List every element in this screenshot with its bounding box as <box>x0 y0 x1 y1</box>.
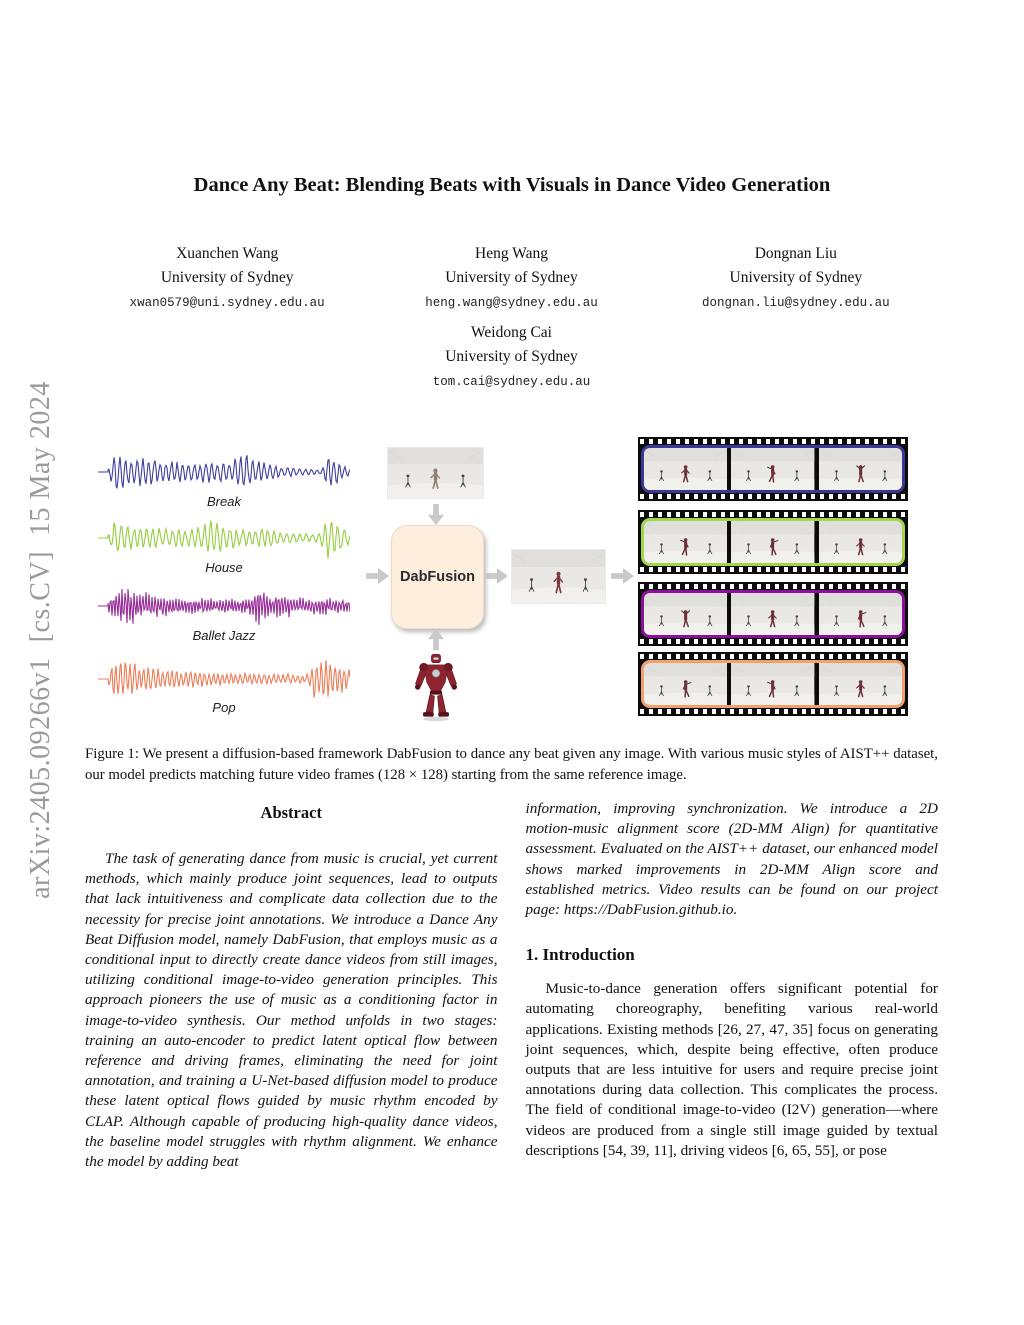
video-frame <box>644 663 728 705</box>
dabfusion-model-box: DabFusion <box>391 525 484 629</box>
figure-1: Break House Ballet Jazz Pop DabFusion <box>85 432 938 742</box>
author-email: dongnan.liu@sydney.edu.au <box>702 296 890 310</box>
author-name: Heng Wang <box>475 245 548 262</box>
author-block: Weidong Cai University of Sydney tom.cai… <box>362 321 662 395</box>
input-video-frame-image <box>388 448 483 498</box>
film-strip-frames <box>641 518 905 566</box>
arrow-right-icon <box>611 568 634 584</box>
author-email: heng.wang@sydney.edu.au <box>425 296 598 310</box>
video-frame <box>731 593 815 635</box>
waveform-ballet-jazz <box>98 584 350 628</box>
film-strip <box>638 437 908 501</box>
waveform-label: Pop <box>212 700 236 715</box>
film-strip-frames <box>641 590 905 638</box>
waveform-graphic <box>98 520 350 559</box>
waveform-house <box>98 516 350 560</box>
arrow-right-icon <box>366 568 389 584</box>
author-row-1: Xuanchen Wang University of Sydney xwan0… <box>85 242 938 316</box>
video-frame <box>644 593 728 635</box>
author-email: xwan0579@uni.sydney.edu.au <box>129 296 325 310</box>
author-name: Weidong Cai <box>471 324 552 341</box>
waveform-graphic <box>98 660 350 698</box>
video-frame <box>731 663 815 705</box>
video-frame <box>818 593 902 635</box>
abstract-continuation: information, improving synchronization. … <box>525 800 939 919</box>
robot-figure <box>401 652 471 722</box>
introduction-heading: 1. Introduction <box>525 945 635 965</box>
author-block: Heng Wang University of Sydney heng.wang… <box>369 242 653 316</box>
waveform-label: Ballet Jazz <box>192 628 256 643</box>
author-name: Dongnan Liu <box>754 245 837 262</box>
author-affiliation: University of Sydney <box>729 269 863 286</box>
waveform-graphic <box>98 455 350 489</box>
abstract-heading: Abstract <box>260 803 322 822</box>
waveform-graphic <box>98 588 350 625</box>
film-strip <box>638 582 908 646</box>
author-affiliation: University of Sydney <box>445 348 578 365</box>
waveform-pop <box>98 657 350 701</box>
right-column: information, improving synchronization. … <box>526 799 939 1172</box>
film-strip <box>638 652 908 716</box>
figure-caption: Figure 1: We present a diffusion-based f… <box>85 746 938 783</box>
abstract-paragraph: The task of generating dance from music … <box>85 850 498 1171</box>
author-row-2: Weidong Cai University of Sydney tom.cai… <box>85 321 938 395</box>
dabfusion-label: DabFusion <box>400 569 475 585</box>
video-frame <box>731 521 815 563</box>
arxiv-sidebar-label: arXiv:2405.09266v1 [cs.CV] 15 May 2024 <box>25 381 56 899</box>
video-frame <box>644 521 728 563</box>
left-column: Abstract The task of generating dance fr… <box>85 799 498 1172</box>
film-strip-frames <box>641 660 905 708</box>
arrow-down-icon <box>428 504 444 525</box>
introduction-paragraph: Music-to-dance generation offers signifi… <box>525 980 939 1159</box>
waveform-label: Break <box>207 494 241 509</box>
video-frame <box>731 448 815 490</box>
author-email: tom.cai@sydney.edu.au <box>432 375 591 389</box>
waveform-break <box>98 450 350 494</box>
film-strip <box>638 510 908 574</box>
video-frame <box>818 521 902 563</box>
film-strip-frames <box>641 445 905 493</box>
author-block: Xuanchen Wang University of Sydney xwan0… <box>85 242 369 316</box>
arrow-right-icon <box>485 568 508 584</box>
reference-frame-image <box>512 550 605 603</box>
author-affiliation: University of Sydney <box>160 269 294 286</box>
author-affiliation: University of Sydney <box>445 269 578 286</box>
video-frame <box>818 448 902 490</box>
author-block: Dongnan Liu University of Sydney dongnan… <box>654 242 938 316</box>
body-columns: Abstract The task of generating dance fr… <box>85 799 938 1172</box>
waveform-label: House <box>205 560 243 575</box>
paper-title: Dance Any Beat: Blending Beats with Visu… <box>193 174 831 196</box>
arrow-up-icon <box>428 629 444 650</box>
video-frame <box>818 663 902 705</box>
video-frame <box>644 448 728 490</box>
author-name: Xuanchen Wang <box>176 245 279 262</box>
